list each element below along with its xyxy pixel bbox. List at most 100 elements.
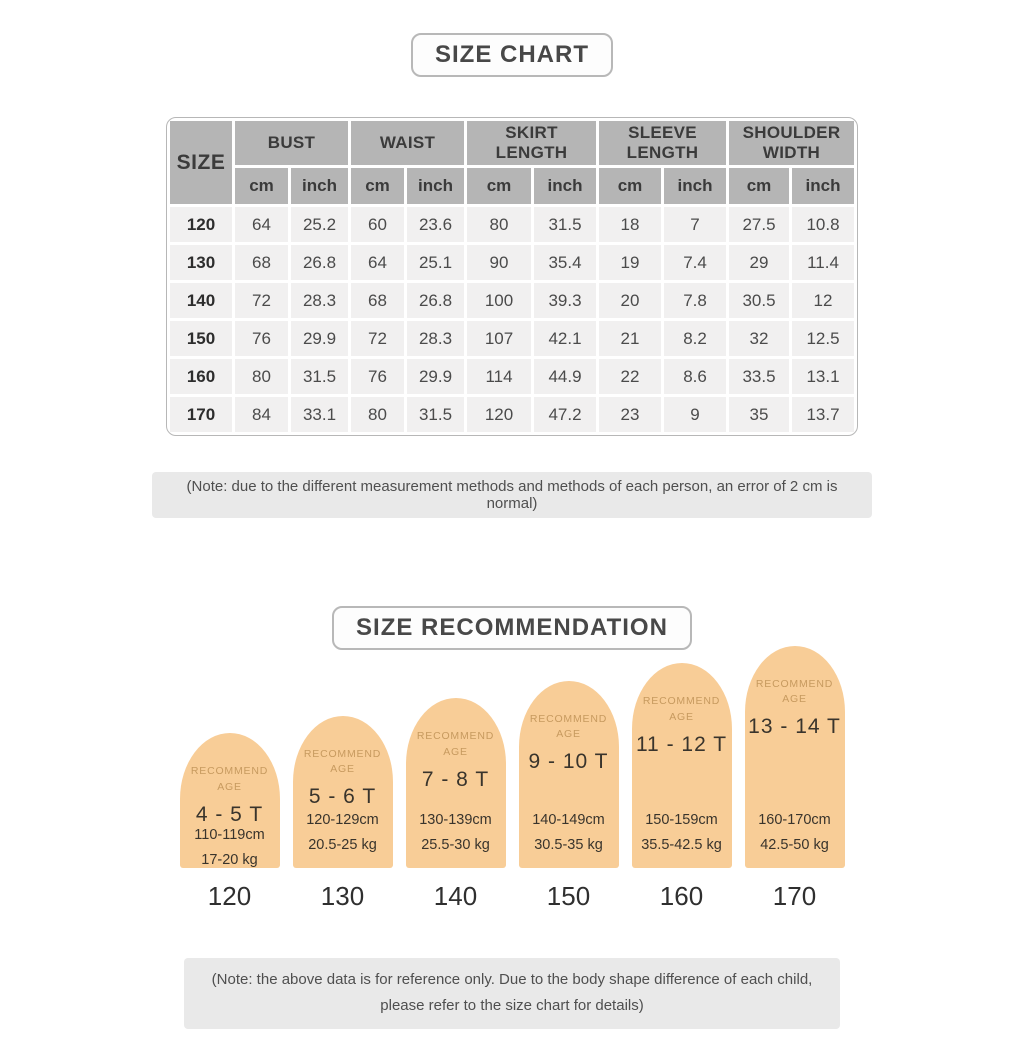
height-range: 160-170cm: [758, 812, 831, 828]
recommendation-arch: RECOMMEND AGE 11 - 12 T 150-159cm 35.5-42.5…: [631, 663, 732, 868]
measurement-cell: 29.9: [407, 359, 465, 394]
unit-header: inch: [291, 168, 349, 204]
measurement-cell: 7.8: [664, 283, 727, 318]
measurement-cell: 7: [664, 207, 727, 242]
reference-note-line1: (Note: the above data is for reference o…: [211, 971, 813, 988]
measurement-cell: 44.9: [534, 359, 597, 394]
measurement-cell: 64: [351, 245, 405, 280]
measurement-cell: 35: [729, 397, 790, 432]
unit-header: inch: [534, 168, 597, 204]
recommendation-column: RECOMMEND AGE 13 - 14 T 160-170cm 42.5-50 k…: [744, 645, 845, 913]
measurement-cell: 32: [729, 321, 790, 356]
size-cell: 160: [170, 359, 232, 394]
size-table: SIZE BUST WAIST SKIRT LENGTH SLEEVE LENGTH SH…: [167, 118, 857, 435]
arch-size-label: 130: [320, 881, 365, 911]
recommend-age-label: RECOMMEND AGE: [642, 695, 721, 723]
age-range: 11 - 12 T: [635, 732, 728, 756]
size-corner-header: SIZE: [170, 121, 232, 204]
height-range: 140-149cm: [532, 812, 605, 828]
measurement-cell: 80: [467, 207, 532, 242]
measurement-cell: 120: [467, 397, 532, 432]
table-row: 120 64 25.2 60 23.6 80 31.5 18 7 27.5 10.8: [170, 207, 855, 242]
table-row: 140 72 28.3 68 26.8 100 39.3 20 7.8 30.5 12: [170, 283, 855, 318]
measurement-cell: 76: [351, 359, 405, 394]
table-row: 150 76 29.9 72 28.3 107 42.1 21 8.2 32 12.5: [170, 321, 855, 356]
measurement-cell: 114: [467, 359, 532, 394]
measurement-cell: 23.6: [407, 207, 465, 242]
measurement-cell: 30.5: [729, 283, 790, 318]
measurement-cell: 64: [235, 207, 288, 242]
recommend-age-label: RECOMMEND AGE: [190, 765, 269, 793]
measurement-cell: 26.8: [407, 283, 465, 318]
measurement-cell: 72: [351, 321, 405, 356]
unit-header: cm: [351, 168, 405, 204]
measurement-cell: 25.1: [407, 245, 465, 280]
measurement-cell: 28.3: [407, 321, 465, 356]
unit-header: inch: [664, 168, 727, 204]
recommend-age-label: RECOMMEND AGE: [755, 677, 834, 706]
header-row-groups: SIZE BUST WAIST SKIRT LENGTH SLEEVE LENGTH SH…: [170, 121, 855, 204]
measurement-cell: 13.7: [792, 397, 855, 432]
measurement-cell: 76: [235, 321, 288, 356]
height-range: 120-129cm: [306, 812, 379, 828]
measurement-cell: 12: [792, 283, 855, 318]
arch-size-label: 150: [546, 881, 591, 911]
measurement-cell: 20: [599, 283, 662, 318]
measurement-cell: 31.5: [407, 397, 465, 432]
size-chart-page: { "titles": { "size_chart": "SIZE CHART"…: [0, 33, 1024, 1057]
recommendation-arch: RECOMMEND AGE 5 - 6 T 120-129cm 20.5-25 kg: [292, 715, 393, 868]
measurement-cell: 42.1: [534, 321, 597, 356]
recommend-age-label: RECOMMEND AGE: [416, 730, 495, 758]
recommendation-column: RECOMMEND AGE 5 - 6 T 120-129cm 20.5-25 kg 1…: [292, 715, 393, 913]
measurement-cell: 9: [664, 397, 727, 432]
size-cell: 120: [170, 207, 232, 242]
size-cell: 150: [170, 321, 232, 356]
size-chart-title: SIZE CHART: [411, 33, 613, 77]
measurement-cell: 47.2: [534, 397, 597, 432]
measurement-cell: 27.5: [729, 207, 790, 242]
measurement-cell: 29: [729, 245, 790, 280]
column-group-header: BUST: [235, 121, 349, 165]
recommendation-column: RECOMMEND AGE 4 - 5 T 110-119cm 17-20 kg 120: [179, 733, 280, 912]
measurement-cell: 22: [599, 359, 662, 394]
age-range: 4 - 5 T: [195, 802, 264, 826]
measurement-cell: 28.3: [291, 283, 349, 318]
size-cell: 140: [170, 283, 232, 318]
recommend-age-label: RECOMMEND AGE: [303, 747, 382, 776]
measurement-cell: 10.8: [792, 207, 855, 242]
size-recommendation-title: SIZE RECOMMENDATION: [332, 606, 692, 650]
unit-header: cm: [729, 168, 790, 204]
measurement-cell: 7.4: [664, 245, 727, 280]
header-row-units: cm inch cm inch cm inch cm inch cm inch: [170, 168, 855, 204]
unit-header: inch: [792, 168, 855, 204]
recommendation-arch: RECOMMEND AGE 9 - 10 T 140-149cm 30.5-35 kg: [518, 680, 619, 868]
measurement-cell: 26.8: [291, 245, 349, 280]
measurement-cell: 90: [467, 245, 532, 280]
table-row: 130 68 26.8 64 25.1 90 35.4 19 7.4 29 11.4: [170, 245, 855, 280]
reference-note: (Note: the above data is for reference o…: [184, 958, 840, 1029]
unit-header: cm: [599, 168, 662, 204]
arch-size-label: 170: [772, 881, 817, 911]
arch-size-label: 140: [433, 881, 478, 911]
column-group-header: SKIRT LENGTH: [467, 121, 597, 165]
arch-size-label: 120: [207, 881, 252, 911]
measurement-cell: 84: [235, 397, 288, 432]
recommendation-column: RECOMMEND AGE 7 - 8 T 130-139cm 25.5-30 kg 1…: [405, 698, 506, 912]
measurement-cell: 31.5: [534, 207, 597, 242]
table-row: 160 80 31.5 76 29.9 114 44.9 22 8.6 33.5 13.1: [170, 359, 855, 394]
measurement-cell: 18: [599, 207, 662, 242]
recommendation-arch: RECOMMEND AGE 7 - 8 T 130-139cm 25.5-30 kg: [405, 698, 506, 868]
recommendation-arch: RECOMMEND AGE 4 - 5 T 110-119cm 17-20 kg: [179, 733, 280, 868]
measurement-cell: 33.5: [729, 359, 790, 394]
measurement-cell: 13.1: [792, 359, 855, 394]
measurement-cell: 100: [467, 283, 532, 318]
measurement-note: (Note: due to the different measurement …: [152, 472, 872, 518]
age-range: 5 - 6 T: [308, 785, 377, 808]
measurement-cell: 33.1: [291, 397, 349, 432]
measurement-cell: 12.5: [792, 321, 855, 356]
size-cell: 170: [170, 397, 232, 432]
table-row: 170 84 33.1 80 31.5 120 47.2 23 9 35 13.7: [170, 397, 855, 432]
measurement-cell: 68: [235, 245, 288, 280]
measurement-cell: 68: [351, 283, 405, 318]
measurement-cell: 80: [235, 359, 288, 394]
